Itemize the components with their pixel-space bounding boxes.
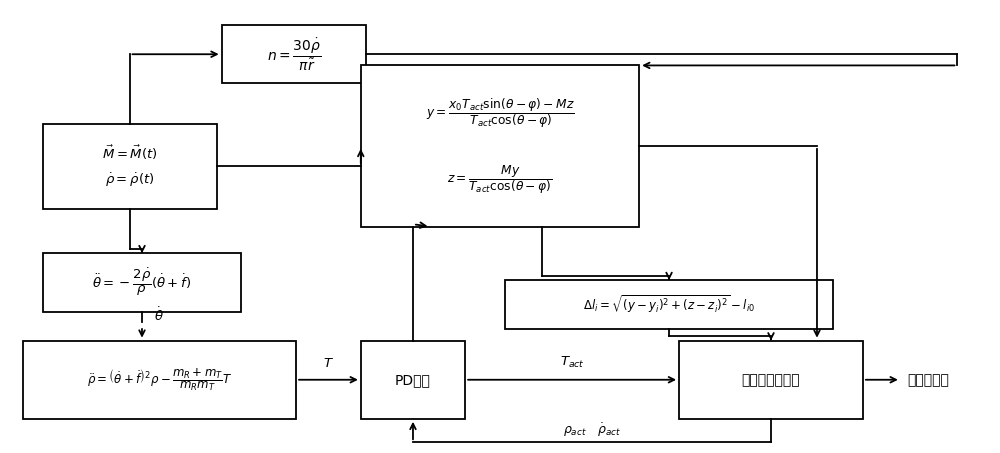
Text: $n=\dfrac{30\dot{\rho}}{\pi\tilde{r}}$: $n=\dfrac{30\dot{\rho}}{\pi\tilde{r}}$ bbox=[267, 36, 321, 72]
Text: $\rho_{act}\quad\dot{\rho}_{act}$: $\rho_{act}\quad\dot{\rho}_{act}$ bbox=[563, 421, 621, 439]
Text: PD跟踪: PD跟踪 bbox=[395, 373, 431, 387]
Text: $y=\dfrac{x_0T_{act}\sin(\theta-\varphi)-Mz}{T_{act}\cos(\theta-\varphi)}$

$z=\: $y=\dfrac{x_0T_{act}\sin(\theta-\varphi)… bbox=[426, 96, 574, 196]
Text: $\ddot{\rho}=\left(\dot{\theta}+\dot{f}\right)^{2}\rho-\dfrac{m_{R}+m_{T}}{m_{R}: $\ddot{\rho}=\left(\dot{\theta}+\dot{f}\… bbox=[87, 366, 232, 393]
Text: $\ddot{\theta}=-\dfrac{2\dot{\rho}}{\rho}(\dot{\theta}+\dot{f})$: $\ddot{\theta}=-\dfrac{2\dot{\rho}}{\rho… bbox=[92, 266, 192, 299]
FancyBboxPatch shape bbox=[23, 341, 296, 419]
Text: $T_{act}$: $T_{act}$ bbox=[560, 355, 584, 370]
Text: $\Delta l_i=\sqrt{(y-y_i)^2+(z-z_i)^2}-l_{i0}$: $\Delta l_i=\sqrt{(y-y_i)^2+(z-z_i)^2}-l… bbox=[583, 294, 755, 316]
FancyBboxPatch shape bbox=[222, 25, 366, 83]
Text: $\dot{\theta}$: $\dot{\theta}$ bbox=[154, 306, 164, 324]
FancyBboxPatch shape bbox=[43, 124, 217, 208]
Text: $T$: $T$ bbox=[323, 357, 334, 370]
Text: $\vec{M}=\vec{M}(t)$
$\dot{\rho}=\dot{\rho}(t)$: $\vec{M}=\vec{M}(t)$ $\dot{\rho}=\dot{\r… bbox=[102, 144, 157, 188]
FancyBboxPatch shape bbox=[361, 341, 465, 419]
FancyBboxPatch shape bbox=[505, 280, 833, 329]
FancyBboxPatch shape bbox=[43, 253, 241, 312]
FancyBboxPatch shape bbox=[679, 341, 863, 419]
FancyBboxPatch shape bbox=[361, 65, 639, 226]
Text: 位置和姿态: 位置和姿态 bbox=[908, 373, 950, 387]
Text: 空间绳系机器人: 空间绳系机器人 bbox=[742, 373, 800, 387]
